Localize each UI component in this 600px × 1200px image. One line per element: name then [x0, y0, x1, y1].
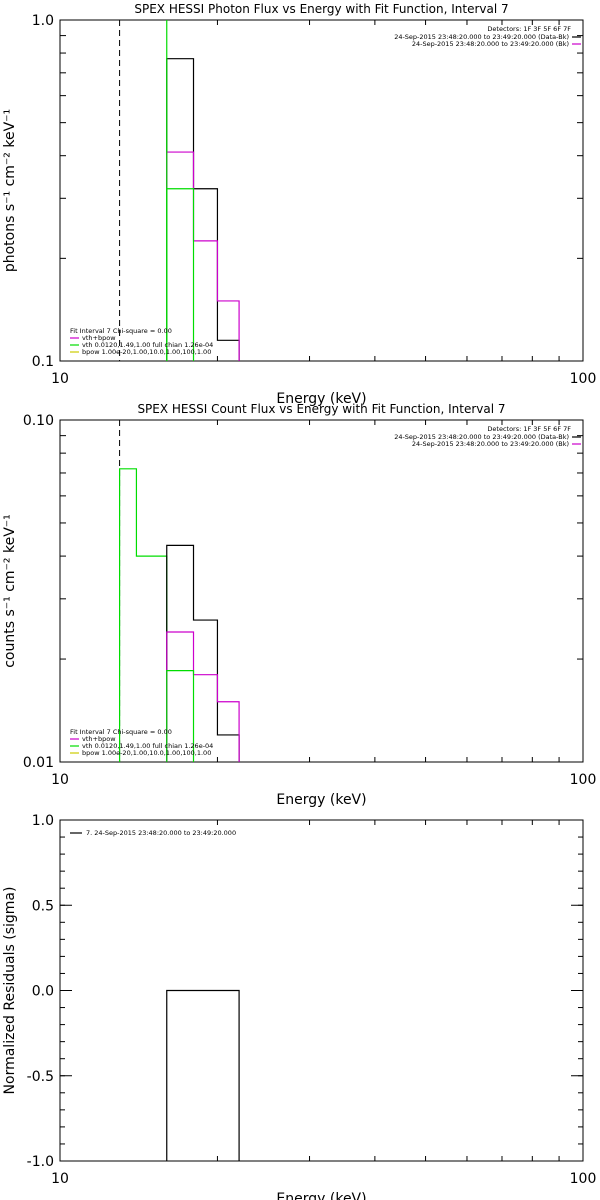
data-layer — [119, 20, 240, 361]
plot-frame — [59, 419, 584, 763]
legend-entry-label: 7. 24-Sep-2015 23:48:20.000 to 23:49:20.… — [86, 829, 236, 837]
legend-entry-label: vth+bpow — [82, 735, 116, 743]
y-axis-label: counts s⁻¹ cm⁻² keV⁻¹ — [2, 514, 18, 668]
y-tick-label: 0.0 — [32, 984, 54, 1000]
legend-detectors: Detectors: 1F 3F 5F 6F 7F — [487, 25, 571, 33]
residual-step — [166, 989, 240, 1161]
legend-entry-label: bpow 1.00e-20,1.00,10.0,1.00,100,1.00 — [82, 348, 211, 356]
series-vth — [166, 188, 195, 361]
x-tick-label: 100 — [570, 371, 597, 387]
chart-panel-2: SPEX HESSI Count Flux vs Energy with Fit… — [2, 402, 596, 808]
chart-panel-1: SPEX HESSI Photon Flux vs Energy with Fi… — [2, 2, 596, 407]
series-data — [166, 58, 240, 361]
plot-frame — [59, 19, 584, 362]
series-vth — [166, 670, 195, 762]
legend-fit-header: Fit Interval 7 Chi-square = 0.00 — [70, 327, 172, 335]
series-model_total — [166, 151, 240, 361]
series-data — [166, 544, 240, 762]
y-axis-label: Normalized Residuals (sigma) — [2, 887, 18, 1095]
y-tick-label: -1.0 — [27, 1154, 54, 1170]
legend-entry-label: bpow 1.00e-20,1.00,10.0,1.00,100,1.00 — [82, 749, 211, 757]
legend-entry-label: vth 0.0120,1.49,1.00 full chian 1.26e-04 — [82, 742, 213, 750]
x-tick-label: 10 — [51, 1171, 69, 1187]
x-tick-label: 100 — [570, 1171, 597, 1187]
x-tick-label: 100 — [570, 772, 597, 788]
chart-title: SPEX HESSI Photon Flux vs Energy with Fi… — [134, 2, 508, 16]
data-layer — [118, 420, 240, 762]
legend-entry-label: vth 0.0120,1.49,1.00 full chian 1.26e-04 — [82, 341, 213, 349]
x-tick-label: 10 — [51, 371, 69, 387]
y-tick-label: 1.0 — [32, 13, 54, 29]
y-tick-label: 0.10 — [23, 413, 54, 429]
legend-entry-label: 24-Sep-2015 23:48:20.000 to 23:49:20.000… — [412, 440, 569, 448]
legend-entry-label: 24-Sep-2015 23:48:20.000 to 23:49:20.000… — [394, 433, 569, 441]
series-vth_low — [118, 468, 168, 762]
plot-frame — [59, 819, 584, 1162]
x-axis-label: Energy (keV) — [276, 792, 366, 808]
y-axis-label: photons s⁻¹ cm⁻² keV⁻¹ — [2, 109, 18, 272]
x-axis-label: Energy (keV) — [276, 391, 366, 407]
data-layer — [166, 989, 240, 1161]
x-tick-label: 10 — [51, 772, 69, 788]
y-tick-label: -0.5 — [27, 1069, 54, 1085]
y-tick-label: 1.0 — [32, 813, 54, 829]
series-model_total — [166, 631, 240, 762]
x-axis-label: Energy (keV) — [276, 1191, 366, 1200]
legend-detectors: Detectors: 1F 3F 5F 6F 7F — [487, 425, 571, 433]
y-tick-label: 0.1 — [32, 354, 54, 370]
y-tick-label: 0.5 — [32, 898, 54, 914]
chart-title: SPEX HESSI Count Flux vs Energy with Fit… — [137, 402, 505, 416]
legend-entry-label: 24-Sep-2015 23:48:20.000 to 23:49:20.000… — [412, 40, 569, 48]
legend-entry-label: vth+bpow — [82, 334, 116, 342]
legend-fit-header: Fit Interval 7 Chi-square = 0.00 — [70, 728, 172, 736]
y-tick-label: 0.01 — [23, 755, 54, 771]
chart-panel-3: 10 100 Energy (keV) 1.0 0.5 0.0 -0.5 -1.0 Normal… — [2, 813, 596, 1200]
legend-entry-label: 24-Sep-2015 23:48:20.000 to 23:49:20.000… — [394, 33, 569, 41]
